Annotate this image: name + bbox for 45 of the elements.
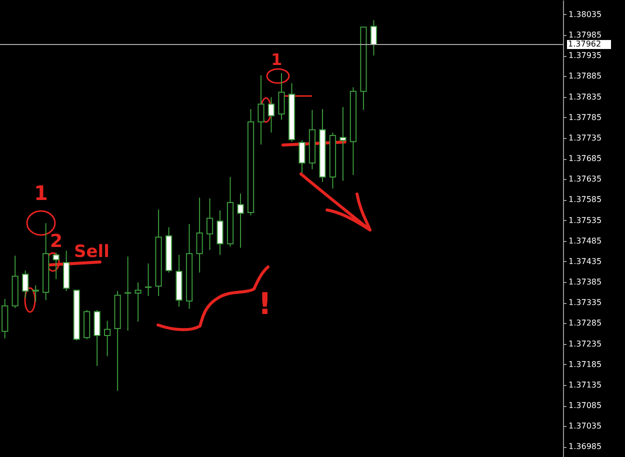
y-tick-label: 1.37385 [568, 278, 602, 287]
candlestick [370, 20, 378, 56]
candlestick [94, 310, 100, 367]
candlestick [237, 193, 244, 248]
y-tick-label: 1.37535 [568, 216, 602, 225]
y-tick-label: 1.37635 [568, 174, 602, 184]
annotation: 1 [34, 181, 48, 205]
annotation: ! [258, 287, 272, 322]
y-tick-label: 1.37435 [568, 256, 602, 266]
candlestick [196, 197, 203, 274]
candlestick [144, 262, 152, 297]
y-tick-label: 1.37085 [568, 401, 602, 410]
candlestick [134, 282, 142, 322]
annotation: 1 [271, 50, 282, 69]
y-tick-label: 1.37835 [568, 92, 602, 102]
candlestick [52, 252, 60, 280]
y-tick-label: 1.37485 [568, 236, 602, 246]
candlestick [216, 210, 224, 256]
y-tick-label: 1.36985 [568, 442, 602, 452]
candlestick [258, 74, 264, 146]
y-tick-label: 1.37735 [568, 133, 602, 142]
y-tick-label: 1.37985 [568, 30, 602, 40]
annotation: 2 [50, 231, 63, 252]
annotation: Sell [74, 242, 110, 262]
candlestick [340, 106, 346, 182]
candlestick [268, 96, 275, 134]
candlestick [104, 320, 111, 357]
y-tick-label: 1.37285 [568, 318, 602, 328]
candlestick [298, 140, 306, 174]
y-tick-label: 1.37585 [568, 195, 602, 204]
y-tick-label: 1.37035 [568, 422, 602, 431]
y-tick-label: 1.37185 [568, 360, 602, 369]
candlestick [22, 270, 29, 299]
y-tick-label: 1.37335 [568, 298, 602, 308]
y-tick-label: 1.37135 [568, 380, 602, 390]
candlestick [278, 72, 285, 120]
y-tick-label: 1.37235 [568, 339, 602, 348]
ref-line-label: 1.37962 [568, 39, 602, 48]
y-tick-label: 1.37685 [568, 154, 602, 164]
y-tick-label: 1.38035 [568, 10, 602, 19]
y-tick-label: 1.37885 [568, 72, 602, 81]
candlestick [124, 256, 132, 332]
y-tick-label: 1.37785 [568, 112, 602, 122]
y-tick-label: 1.37935 [568, 51, 602, 60]
candlestick [206, 198, 214, 250]
